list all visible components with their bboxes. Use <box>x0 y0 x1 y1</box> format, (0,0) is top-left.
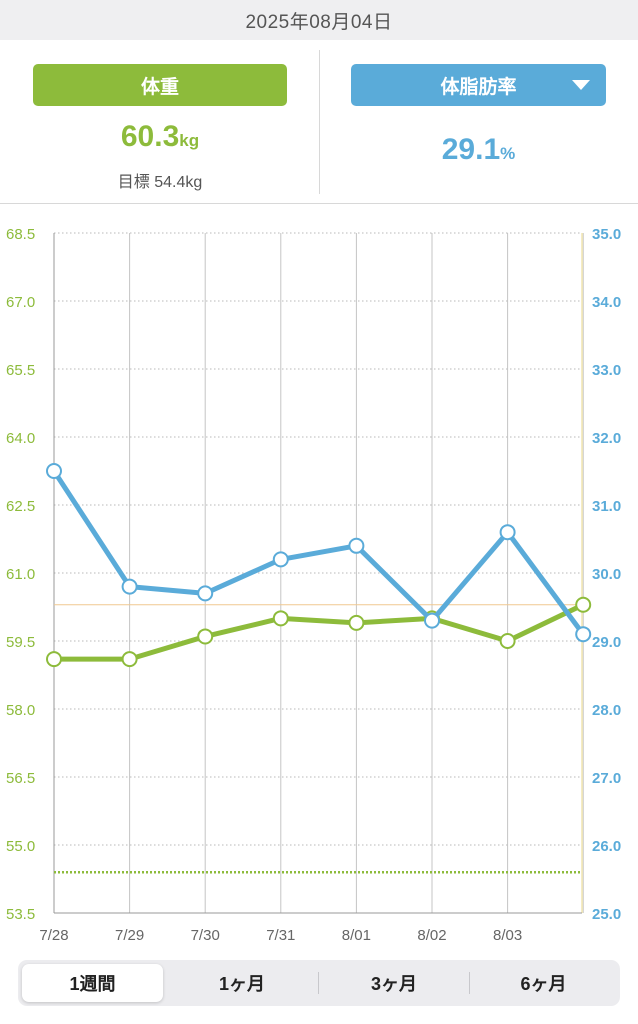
body-fat-point <box>46 463 62 479</box>
weight-point <box>46 651 62 668</box>
y-right-tick-label: 26.0 <box>592 838 621 855</box>
weight-point <box>197 628 214 645</box>
body-fat-point <box>348 537 365 554</box>
date-header: 2025年08月04日 <box>0 0 638 40</box>
period-selector: 1週間 1ヶ月 3ヶ月 6ヶ月 <box>18 960 620 1006</box>
y-right-tick-label: 32.0 <box>592 430 621 447</box>
y-right-tick-label: 34.0 <box>592 294 621 311</box>
period-divider <box>469 972 470 994</box>
panel-divider <box>319 50 320 194</box>
body-fat-point <box>121 578 138 595</box>
body-fat-label: 体脂肪率 <box>440 76 517 98</box>
weight-tab-button[interactable]: 体重 <box>33 64 287 106</box>
x-tick-label: 7/29 <box>115 927 144 944</box>
period-3month-label: 3ヶ月 <box>370 974 417 994</box>
x-tick-label: 8/01 <box>342 927 371 944</box>
y-left-tick-label: 59.5 <box>6 634 35 651</box>
y-right-tick-label: 33.0 <box>592 362 621 379</box>
y-left-tick-label: 62.5 <box>6 498 35 515</box>
weight-point <box>499 633 516 649</box>
body-fat-dropdown-button[interactable]: 体脂肪率 <box>351 64 606 106</box>
period-6month-label: 6ヶ月 <box>520 974 567 994</box>
y-left-tick-label: 68.5 <box>6 226 35 243</box>
body-fat-point <box>197 585 214 602</box>
period-tab-6month[interactable]: 6ヶ月 <box>471 964 616 1002</box>
x-tick-label: 7/31 <box>266 927 295 944</box>
y-left-tick-label: 65.5 <box>6 362 35 379</box>
chart-svg: 68.5 67.0 65.5 64.0 62.5 61.0 59.5 58.0 56.5 55.0… <box>6 226 621 944</box>
weight-point <box>272 610 289 627</box>
period-1month-label: 1ヶ月 <box>218 974 265 994</box>
weight-series-line <box>51 602 586 662</box>
body-fat-unit: % <box>500 144 516 163</box>
chevron-down-icon <box>572 80 590 90</box>
x-tick-label: 8/03 <box>493 927 522 944</box>
metric-panel: 体重 60.3kg 目標 54.4kg 体脂肪率 29.1% <box>0 40 638 204</box>
y-right-tick-label: 31.0 <box>592 498 621 515</box>
body-fat-value: 29.1% <box>351 133 606 167</box>
x-tick-label: 7/30 <box>191 927 220 944</box>
body-fat-point <box>575 626 592 643</box>
y-left-tick-label: 55.0 <box>6 838 35 855</box>
y-right-tick-label: 25.0 <box>592 906 621 923</box>
y-right-tick-label: 27.0 <box>592 770 621 787</box>
period-tab-1month[interactable]: 1ヶ月 <box>168 964 316 1002</box>
weight-value: 60.3kg <box>33 120 287 154</box>
x-tick-label: 8/02 <box>417 927 446 944</box>
y-left-tick-label: 53.5 <box>6 906 35 923</box>
y-right-tick-label: 28.0 <box>592 702 621 719</box>
y-left-tick-label: 64.0 <box>6 430 35 447</box>
weight-tab-label: 体重 <box>140 76 179 98</box>
goal-weight: 目標 54.4kg <box>117 174 203 191</box>
x-tick-label: 7/28 <box>39 927 68 944</box>
weight-point <box>121 651 138 668</box>
body-fat-point <box>424 612 440 629</box>
body-fat-number: 29.1 <box>441 133 501 166</box>
y-left-tick-label: 58.0 <box>6 702 35 719</box>
period-1week-label: 1週間 <box>69 974 116 994</box>
weight-number: 60.3 <box>120 120 180 153</box>
y-right-tick-label: 30.0 <box>592 566 621 583</box>
body-fat-series-line <box>51 468 586 637</box>
y-left-tick-label: 56.5 <box>6 770 35 787</box>
weight-point <box>348 614 365 631</box>
weight-unit: kg <box>179 131 200 150</box>
period-divider <box>318 972 319 994</box>
y-left-tick-label: 67.0 <box>6 294 35 311</box>
period-tab-3month[interactable]: 3ヶ月 <box>320 964 468 1002</box>
date-label: 2025年08月04日 <box>245 11 393 33</box>
body-fat-point <box>499 524 516 541</box>
y-left-tick-label: 61.0 <box>6 566 35 583</box>
trend-chart[interactable]: 68.5 67.0 65.5 64.0 62.5 61.0 59.5 58.0 56.5 55.0… <box>0 204 638 950</box>
y-right-tick-label: 29.0 <box>592 634 621 651</box>
weight-point <box>575 596 592 613</box>
period-tab-1week[interactable]: 1週間 <box>22 964 163 1002</box>
y-right-tick-label: 35.0 <box>592 226 621 243</box>
body-fat-point <box>272 551 289 568</box>
